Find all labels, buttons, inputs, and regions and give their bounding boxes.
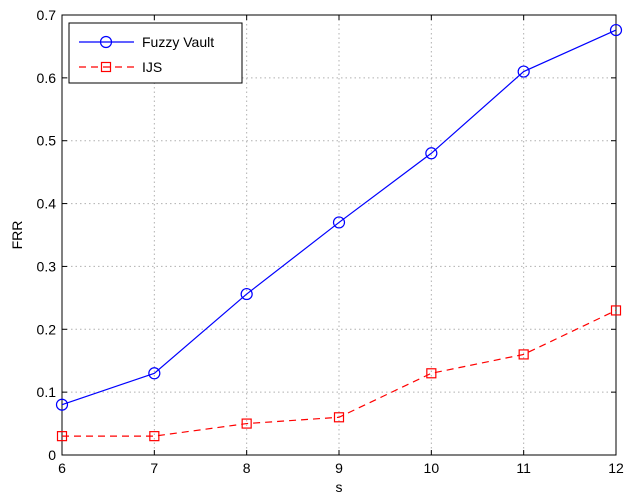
y-axis-label: FRR <box>9 221 25 250</box>
data-point <box>610 305 622 316</box>
x-tick-label: 10 <box>424 460 440 476</box>
legend: Fuzzy Vault IJS <box>68 22 243 84</box>
legend-entry: Fuzzy Vault <box>79 34 214 50</box>
data-point <box>332 216 346 229</box>
ticks-layer: 6 7 8 9 10 11 12 0 0.1 0.2 0.3 0.4 0.5 0.6 0.7 <box>37 7 624 476</box>
y-tick-label: 0.7 <box>37 7 57 23</box>
legend-items: Fuzzy Vault IJS <box>79 34 214 75</box>
legend-label: Fuzzy Vault <box>142 34 214 50</box>
x-tick-label: 12 <box>608 460 624 476</box>
y-tick-label: 0 <box>48 447 56 463</box>
series-line <box>62 309 617 437</box>
x-tick-label: 8 <box>243 460 251 476</box>
data-point <box>149 431 160 442</box>
data-point <box>148 367 161 380</box>
series-2 <box>56 305 622 442</box>
data-point <box>426 368 437 379</box>
x-tick-label: 9 <box>335 460 343 476</box>
y-tick-label: 0.3 <box>37 258 57 274</box>
legend-entry: IJS <box>79 59 162 75</box>
legend-box <box>68 22 243 84</box>
data-point <box>56 431 68 442</box>
legend-marker <box>100 61 112 73</box>
data-point <box>517 65 530 78</box>
y-tick-label: 0.5 <box>37 133 57 149</box>
y-tick-label: 0.6 <box>37 70 57 86</box>
data-point <box>609 23 623 37</box>
data-point <box>333 412 345 423</box>
data-point <box>425 147 438 160</box>
data-point <box>518 349 529 360</box>
data-point <box>55 398 69 411</box>
x-tick-label: 6 <box>58 460 66 476</box>
grid-layer <box>62 15 616 455</box>
legend-marker <box>99 35 113 49</box>
y-tick-label: 0.4 <box>37 196 57 212</box>
series-1 <box>55 23 623 411</box>
data-point <box>240 287 253 301</box>
series-line <box>61 29 617 406</box>
y-tick-label: 0.1 <box>37 384 57 400</box>
legend-label: IJS <box>142 59 162 75</box>
data-point <box>241 418 252 429</box>
x-axis-label: s <box>336 479 343 495</box>
y-tick-label: 0.2 <box>37 321 57 337</box>
x-tick-label: 11 <box>516 460 531 476</box>
x-tick-label: 7 <box>150 460 158 476</box>
series-layer <box>55 23 623 442</box>
